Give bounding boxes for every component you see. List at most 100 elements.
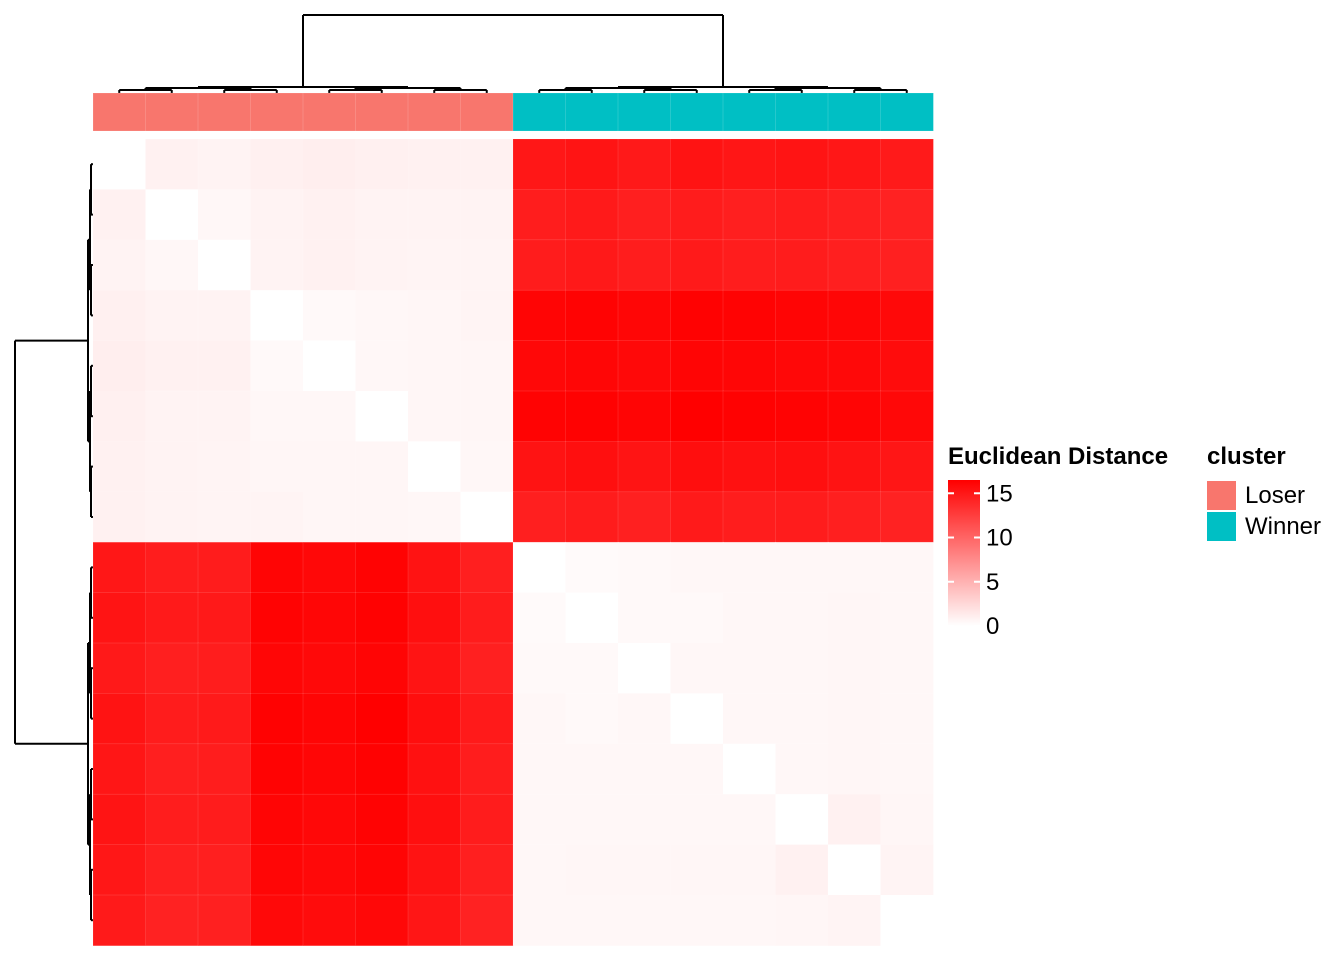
heatmap-cell	[250, 743, 304, 795]
cluster-legend-title: cluster	[1207, 443, 1286, 470]
heatmap-cell	[197, 491, 252, 543]
heatmap-cell	[512, 592, 567, 644]
heatmap-cell	[565, 693, 619, 745]
heatmap-cell	[617, 844, 672, 896]
heatmap-cell	[145, 894, 199, 947]
heatmap-cell	[722, 189, 777, 241]
heatmap-cell	[92, 743, 147, 795]
heatmap-cell	[512, 743, 567, 795]
heatmap-cell	[722, 793, 777, 846]
heatmap-cell	[407, 189, 462, 241]
heatmap-cell	[460, 340, 514, 392]
heatmap-cell	[145, 340, 199, 392]
heatmap-cell	[775, 239, 829, 291]
heatmap-cell	[197, 138, 252, 191]
heatmap-cell	[775, 743, 829, 795]
heatmap-cell	[775, 289, 829, 342]
heat-legend-tick-label: 5	[986, 569, 999, 596]
heatmap-cell	[670, 138, 724, 191]
heatmap-cell	[565, 743, 619, 795]
heatmap-cell	[145, 491, 199, 543]
heatmap-cell	[145, 441, 199, 493]
heatmap-cell	[565, 844, 619, 896]
heatmap-cell	[565, 894, 619, 947]
heatmap-cell	[880, 239, 934, 291]
heatmap-cell	[92, 642, 147, 695]
heatmap-cell	[512, 844, 567, 896]
heatmap-cell	[460, 189, 514, 241]
heatmap-cell	[880, 642, 934, 695]
heatmap-cell	[302, 642, 357, 695]
heatmap-cell	[722, 592, 777, 644]
heatmap-cell	[197, 642, 252, 695]
heatmap-cell	[880, 289, 934, 342]
heatmap-cell	[670, 844, 724, 896]
heatmap-cell	[880, 441, 934, 493]
heatmap-cell	[302, 743, 357, 795]
heatmap-cell	[460, 844, 514, 896]
heatmap-cell	[880, 743, 934, 795]
heatmap-cell	[670, 894, 724, 947]
heatmap-cell	[92, 541, 147, 594]
heatmap-cell	[197, 189, 252, 241]
heatmap-cell	[407, 138, 462, 191]
heatmap-cell	[827, 793, 882, 846]
heatmap-cell	[197, 340, 252, 392]
heatmap-cell	[250, 390, 304, 443]
heatmap-cell	[355, 844, 409, 896]
heatmap-cell	[250, 340, 304, 392]
heatmap-cell	[880, 340, 934, 392]
heatmap-cell	[302, 239, 357, 291]
heatmap-cell	[407, 642, 462, 695]
heatmap-cell	[355, 491, 409, 543]
heatmap-cell	[460, 289, 514, 342]
heatmap-cell	[670, 693, 724, 745]
heatmap-cell	[617, 894, 672, 947]
heatmap-cell	[407, 743, 462, 795]
column-annotation-cell	[250, 92, 304, 132]
heatmap-cell	[565, 642, 619, 695]
heatmap-cell	[670, 592, 724, 644]
heatmap-cell	[775, 441, 829, 493]
heatmap-cell	[565, 340, 619, 392]
heatmap-cell	[250, 693, 304, 745]
heatmap-cell	[617, 239, 672, 291]
heatmap-cell	[827, 289, 882, 342]
heatmap-cell	[512, 894, 567, 947]
heatmap-cell	[565, 289, 619, 342]
heatmap-cell	[302, 289, 357, 342]
heatmap-cell	[827, 239, 882, 291]
heat-legend-title: Euclidean Distance	[948, 443, 1168, 470]
column-annotation-cell	[617, 92, 672, 132]
column-annotation-cell	[775, 92, 829, 132]
heatmap-cell	[827, 390, 882, 443]
cluster-legend: cluster Loser Winner	[1207, 443, 1321, 541]
column-annotation-bar	[92, 92, 934, 132]
heatmap-cell	[145, 390, 199, 443]
heatmap-cell	[880, 693, 934, 745]
heatmap-cell	[512, 793, 567, 846]
heatmap-cell	[670, 541, 724, 594]
heatmap-cell	[460, 541, 514, 594]
heatmap-cell	[722, 441, 777, 493]
heatmap-cell	[617, 642, 672, 695]
heatmap-cell	[512, 390, 567, 443]
heatmap-cell	[565, 793, 619, 846]
heatmap-cell	[92, 844, 147, 896]
heatmap-cell	[827, 491, 882, 543]
heatmap-cell	[775, 793, 829, 846]
heatmap-cell	[775, 693, 829, 745]
heatmap-cell	[355, 390, 409, 443]
heatmap-cell	[880, 189, 934, 241]
heatmap-cell	[512, 541, 567, 594]
column-annotation-cell	[880, 92, 934, 132]
heatmap-cell	[355, 592, 409, 644]
column-annotation-cell	[355, 92, 409, 132]
heatmap-cell	[827, 642, 882, 695]
heatmap-cell	[722, 289, 777, 342]
heatmap-cell	[617, 289, 672, 342]
heatmap-cell	[460, 693, 514, 745]
heatmap-cell	[407, 239, 462, 291]
heat-legend: Euclidean Distance 0 5 10 15	[948, 443, 1168, 640]
heatmap-cell	[880, 491, 934, 543]
